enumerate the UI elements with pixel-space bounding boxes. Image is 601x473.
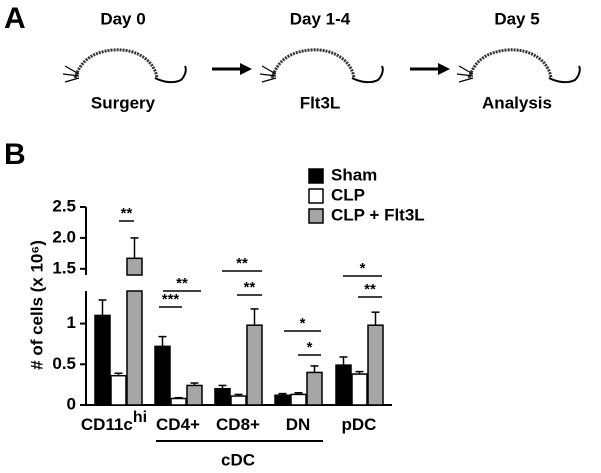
- significance-label: **: [364, 281, 376, 298]
- legend-label: CLP: [331, 185, 365, 204]
- mouse-whiskers: [456, 65, 474, 83]
- panel-label: A: [4, 2, 26, 35]
- category-name: CD4+: [156, 415, 200, 434]
- category-name: DN: [286, 415, 311, 434]
- mouse-body: [270, 48, 356, 79]
- legend-swatch: [308, 168, 324, 184]
- bar: [186, 384, 203, 406]
- mouse-tail: [351, 65, 384, 84]
- bar: [126, 257, 143, 276]
- y-tick-label: 0.5: [52, 354, 76, 373]
- mouse-whiskers: [62, 65, 80, 83]
- mouse-body: [73, 48, 159, 79]
- bar: [126, 290, 143, 406]
- mouse-icon: [259, 48, 384, 84]
- significance-label: *: [360, 260, 366, 277]
- mouse-tail: [548, 65, 581, 84]
- category-name: CD8+: [216, 415, 260, 434]
- y-axis-title: # of cells (x 10⁶): [27, 240, 46, 370]
- x-tick-label: CD11chi: [81, 409, 147, 434]
- arrows: [212, 63, 450, 75]
- y-tick-label: 1: [67, 313, 76, 332]
- bar: [94, 314, 111, 406]
- x-tick-label: DN: [286, 415, 311, 434]
- x-tick-label: pDC: [342, 415, 377, 434]
- significance-label: **: [121, 205, 133, 222]
- bar: [214, 387, 231, 406]
- bar: [367, 324, 384, 406]
- category-name: CD11c: [81, 415, 133, 434]
- x-tick-label: CD8+: [216, 415, 260, 434]
- mouse-icon: [62, 48, 187, 84]
- significance-label: **: [176, 275, 188, 292]
- bar: [290, 393, 307, 406]
- step-day: Day 0: [100, 9, 145, 28]
- bar: [335, 364, 352, 406]
- step-day: Day 1-4: [290, 9, 351, 28]
- bar: [110, 374, 127, 406]
- legend-swatch: [308, 188, 324, 204]
- y-tick-label: 2.0: [52, 227, 76, 246]
- step-label: Analysis: [482, 93, 552, 112]
- significance-label: *: [307, 339, 313, 356]
- mouse-body: [467, 48, 553, 79]
- step-label: Surgery: [91, 93, 156, 112]
- y-tick-label: 2.5: [52, 196, 76, 215]
- bar: [154, 345, 171, 406]
- legend-swatch: [308, 208, 324, 224]
- bar: [274, 394, 291, 406]
- bar: [351, 373, 368, 406]
- bar: [246, 324, 263, 406]
- legend-label: Sham: [331, 165, 377, 184]
- significance-label: **: [244, 279, 256, 296]
- legend-label: CLP + Flt3L: [331, 205, 425, 224]
- step-day: Day 5: [494, 9, 539, 28]
- y-tick-label: 0: [67, 394, 76, 413]
- bar: [306, 371, 323, 406]
- panel-label: B: [4, 138, 26, 171]
- category-superscript: hi: [133, 409, 147, 426]
- bar: [230, 395, 247, 406]
- x-tick-label: CD4+: [156, 415, 200, 434]
- mouse-whiskers: [259, 65, 277, 83]
- significance-label: *: [300, 315, 306, 332]
- bar: [170, 397, 187, 406]
- step-label: Flt3L: [300, 93, 341, 112]
- significance-label: ***: [162, 291, 180, 308]
- y-tick-label: 1.5: [52, 258, 76, 277]
- mouse-tail: [154, 65, 187, 84]
- group-label: cDC: [221, 450, 255, 469]
- significance-label: **: [236, 255, 248, 272]
- mouse-icon: [456, 48, 581, 84]
- category-name: pDC: [342, 415, 377, 434]
